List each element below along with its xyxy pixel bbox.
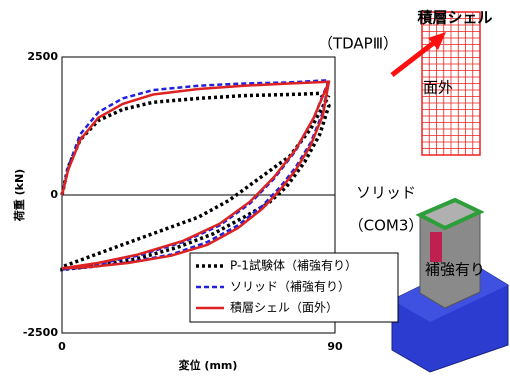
y-tick-label: 2500 [27, 50, 58, 63]
x-tick-label: 90 [327, 340, 343, 353]
x-axis-label: 変位 (mm) [179, 358, 238, 372]
y-tick-label: -2500 [23, 326, 59, 339]
series-line [62, 93, 329, 269]
legend-label: ソリッド（補強有り） [230, 280, 350, 294]
x-tick-label: 0 [58, 340, 66, 353]
y-axis-label: 荷重 (kN) [12, 169, 26, 222]
annotation: 面外 [423, 79, 453, 97]
chart: 荷重 (kN) 変位 (mm) 積層シェル （TDAPⅢ） 面外 ソリッド （C… [0, 0, 510, 376]
annotation: ソリッド [356, 184, 416, 202]
annotation: 積層シェル [416, 9, 492, 27]
legend-label: P-1試験体（補強有り） [230, 258, 357, 273]
annotation: （TDAPⅢ） [318, 35, 398, 53]
annotation: 補強有り [425, 261, 485, 279]
annotation: （COM3） [349, 217, 424, 235]
y-tick-label: 0 [50, 188, 58, 201]
legend-label: 積層シェル（面外） [230, 300, 338, 315]
